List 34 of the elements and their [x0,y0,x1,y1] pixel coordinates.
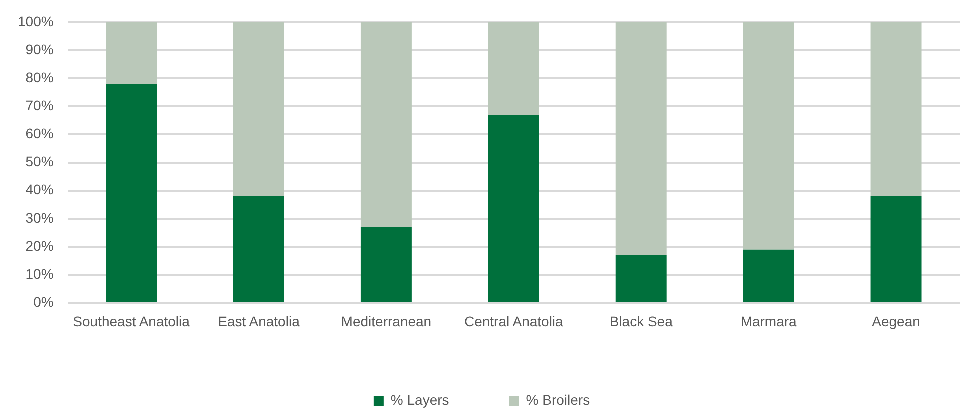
bar [360,22,412,228]
y-tick-label: 30% [26,210,54,226]
bar [234,196,284,302]
y-tick-label: 10% [26,266,54,282]
bar [743,22,794,250]
y-tick-label: 80% [26,69,54,86]
bar [106,84,158,302]
bar [616,22,667,256]
bar [234,22,284,196]
legend-label: % Layers [390,392,450,408]
x-tick-label: East Anatolia [218,313,300,330]
y-tick-label: 70% [26,98,54,114]
x-tick-label: Black Sea [610,313,674,330]
x-tick-label: Southeast Anatolia [73,313,190,330]
bar [743,250,794,302]
y-tick-label: 0% [34,294,54,310]
y-tick-label: 100% [18,13,54,30]
y-tick-label: 90% [26,41,54,58]
bar [870,22,922,196]
x-tick-label: Central Anatolia [464,313,564,330]
bar [616,255,667,302]
bar [870,196,922,302]
y-tick-label: 20% [26,238,54,254]
x-tick-label: Mediterranean [341,313,432,330]
x-tick-label: Aegean [872,313,920,330]
bar [488,22,540,116]
x-tick-label: Marmara [740,313,798,330]
bar [106,22,158,84]
bar [488,115,540,302]
legend-label: % Broilers [526,392,590,408]
y-tick-label: 50% [26,154,54,170]
y-tick-label: 60% [26,126,54,142]
y-tick-label: 40% [26,182,54,198]
bar [360,227,412,302]
